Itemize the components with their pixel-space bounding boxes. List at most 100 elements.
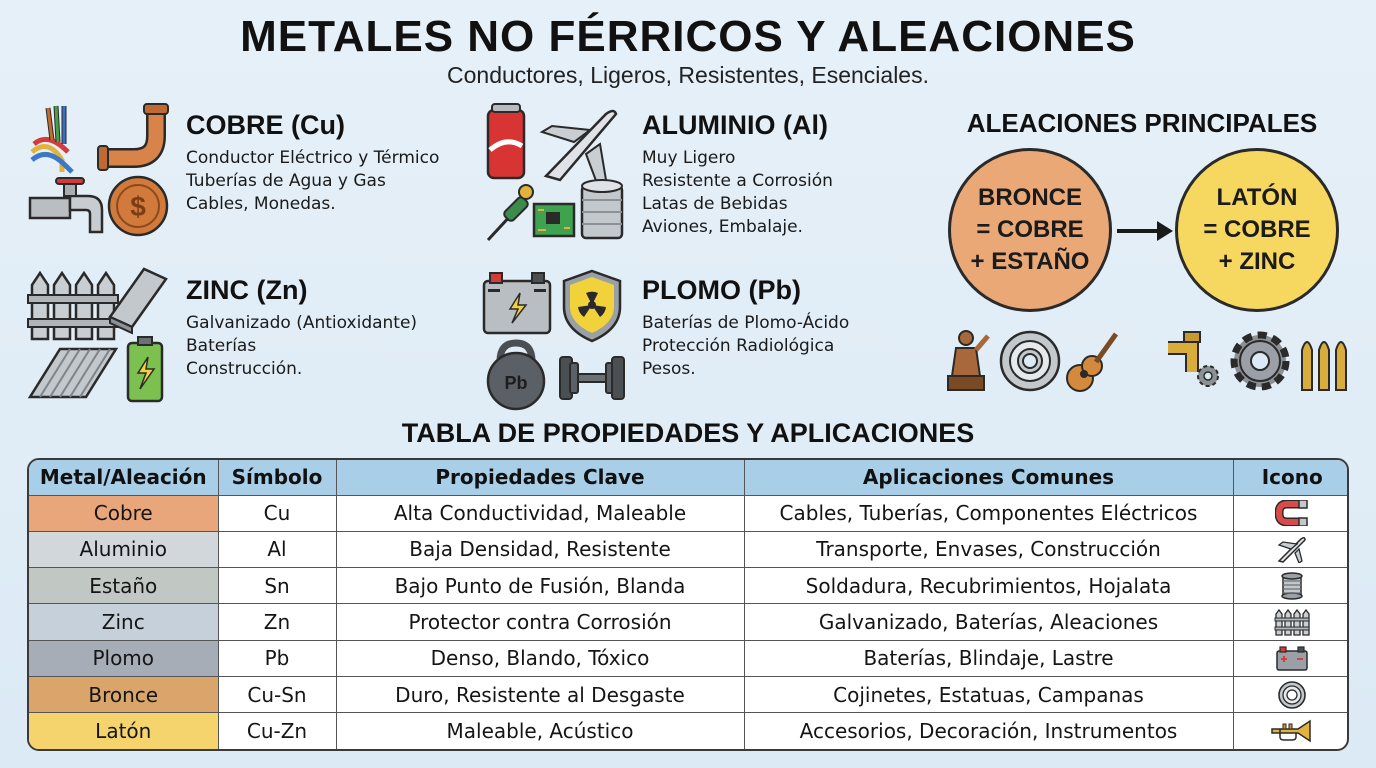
wire-spool-icon	[1281, 571, 1303, 600]
cell-icon	[1233, 603, 1347, 641]
bronze-circle: BRONCE = COBRE + ESTAÑO	[948, 148, 1112, 312]
bronze-line-2: = COBRE	[976, 216, 1084, 243]
soda-can-icon	[486, 103, 526, 180]
bearing-icon	[1278, 680, 1307, 709]
zinc-name: ZINC (Zn)	[186, 275, 308, 305]
dumbbell-icon	[559, 356, 625, 400]
cell-metal: Estaño	[29, 567, 219, 605]
zinc-line-3: Construcción.	[186, 359, 303, 379]
statue-icon	[947, 330, 990, 391]
brass-line-1: LATÓN	[1216, 184, 1298, 211]
aluminum-name: ALUMINIO (Al)	[642, 110, 828, 140]
zinc-line-1: Galvanizado (Antioxidante)	[186, 313, 418, 333]
zinc-card: ZINC (Zn) Galvanizado (Antioxidante) Bat…	[26, 265, 466, 415]
arrow-right-icon	[1117, 221, 1173, 241]
cables-icon	[30, 105, 74, 174]
table-title: TABLA DE PROPIEDADES Y APLICACIONES	[401, 418, 975, 448]
cell-properties: Duro, Resistente al Desgaste	[336, 676, 745, 714]
brass-icons	[1168, 331, 1347, 391]
kettlebell-label: Pb	[504, 373, 527, 393]
properties-table: Metal/Aleación Símbolo Propiedades Clave…	[27, 458, 1349, 751]
table-row: Bronce Cu-Sn Duro, Resistente al Desgast…	[29, 676, 1347, 714]
table-row: Aluminio Al Baja Densidad, Resistente Tr…	[29, 531, 1347, 569]
cell-symbol: Cu-Sn	[218, 676, 337, 714]
header-icon: Icono	[1233, 460, 1347, 496]
cell-icon	[1233, 495, 1347, 532]
corrugated-sheet-icon	[27, 347, 119, 399]
brass-line-2: = COBRE	[1203, 216, 1311, 243]
bronze-line-1: BRONCE	[977, 184, 1082, 211]
copper-name: COBRE (Cu)	[186, 110, 345, 140]
cell-properties: Maleable, Acústico	[336, 712, 745, 749]
header-metal: Metal/Aleación	[29, 460, 219, 496]
gear-icon	[1197, 331, 1290, 391]
car-battery-icon	[482, 272, 552, 335]
cell-applications: Cojinetes, Estatuas, Campanas	[744, 676, 1234, 714]
bullets-icon	[1301, 341, 1347, 391]
magnet-icon	[1275, 500, 1308, 527]
fence-icon	[27, 270, 119, 341]
copper-line-2: Tuberías de Agua y Gas	[186, 171, 386, 191]
metal-sheet-icon	[108, 267, 168, 335]
table-row: Plomo Pb Denso, Blando, Tóxico Baterías,…	[29, 640, 1347, 677]
cell-symbol: Cu-Zn	[218, 712, 337, 749]
lead-icons: Pb	[482, 269, 625, 411]
fence-icon	[1274, 608, 1310, 636]
cell-symbol: Pb	[218, 640, 337, 677]
copper-line-1: Conductor Eléctrico y Térmico	[186, 148, 440, 168]
brass-line-3: + ZINC	[1218, 248, 1296, 275]
table-row: Cobre Cu Alta Conductividad, Maleable Ca…	[29, 495, 1347, 532]
aluminum-line-1: Muy Ligero	[642, 148, 736, 168]
aluminum-line-2: Resistente a Corrosión	[642, 171, 833, 191]
bearing-icon	[999, 330, 1061, 392]
alloys-title: ALEACIONES PRINCIPALES	[966, 108, 1318, 138]
copper-card: $ COBRE (Cu) Conductor Eléctrico y Térmi…	[26, 100, 466, 250]
header-symbol: Símbolo	[218, 460, 337, 496]
airplane-icon	[539, 109, 618, 188]
cell-metal: Plomo	[29, 640, 219, 677]
bronze-line-3: + ESTAÑO	[970, 248, 1090, 275]
coin-icon: $	[107, 175, 169, 237]
kettlebell-icon: Pb	[486, 339, 546, 411]
aluminum-card: ALUMINIO (Al) Muy Ligero Resistente a Co…	[482, 100, 922, 250]
cell-properties: Denso, Blando, Tóxico	[336, 640, 745, 677]
faucet-icon	[28, 177, 104, 234]
brass-fitting-icon	[1168, 331, 1201, 372]
aluminum-line-4: Aviones, Embalaje.	[642, 217, 803, 237]
svg-text:$: $	[130, 191, 146, 222]
car-battery-icon	[1276, 646, 1308, 672]
bronze-icons	[947, 330, 1119, 392]
cell-applications: Baterías, Blindaje, Lastre	[744, 640, 1234, 677]
cell-applications: Galvanizado, Baterías, Aleaciones	[744, 603, 1234, 641]
lead-name: PLOMO (Pb)	[642, 275, 801, 305]
zinc-line-2: Baterías	[186, 336, 257, 356]
cell-metal: Cobre	[29, 495, 219, 532]
cell-symbol: Sn	[218, 567, 337, 605]
header-applications: Aplicaciones Comunes	[744, 460, 1234, 496]
circuit-board-icon	[532, 202, 576, 238]
cell-icon	[1233, 567, 1347, 605]
copper-icons: $	[28, 103, 169, 237]
brass-circle: LATÓN = COBRE + ZINC	[1175, 148, 1339, 312]
cell-properties: Baja Densidad, Resistente	[336, 531, 745, 569]
cell-applications: Accesorios, Decoración, Instrumentos	[744, 712, 1234, 749]
soldering-iron-icon	[486, 184, 534, 242]
cell-properties: Protector contra Corrosión	[336, 603, 745, 641]
cell-symbol: Zn	[218, 603, 337, 641]
lead-card: Pb PLOMO (Pb) Baterías de Plomo-Ácido Pr…	[482, 265, 922, 415]
cell-properties: Bajo Punto de Fusión, Blanda	[336, 567, 745, 605]
lead-line-2: Protección Radiológica	[642, 336, 835, 356]
cell-icon	[1233, 713, 1347, 749]
cell-properties: Alta Conductividad, Maleable	[336, 495, 745, 532]
cell-icon	[1233, 676, 1347, 714]
cell-icon	[1233, 640, 1347, 677]
zinc-icons	[27, 267, 168, 403]
table-header-row: Metal/Aleación Símbolo Propiedades Clave…	[29, 460, 1347, 496]
lead-line-1: Baterías de Plomo-Ácido	[642, 313, 850, 333]
page-title: METALES NO FÉRRICOS Y ALEACIONES	[240, 12, 1136, 61]
cell-symbol: Cu	[218, 495, 337, 532]
table-row: Estaño Sn Bajo Punto de Fusión, Blanda S…	[29, 567, 1347, 605]
cell-metal: Bronce	[29, 676, 219, 714]
battery-icon	[126, 336, 164, 403]
guitar-icon	[1066, 332, 1119, 392]
